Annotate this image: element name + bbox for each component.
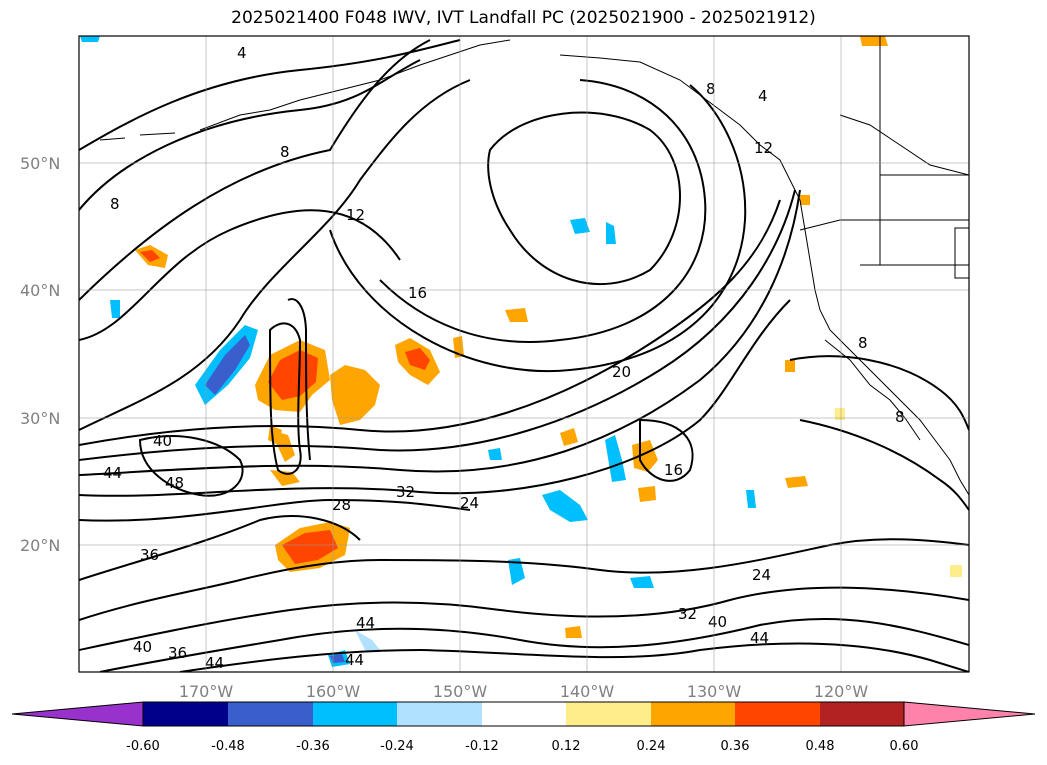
- contour-label: 8: [706, 80, 716, 98]
- contour-label: 4: [758, 87, 768, 105]
- contour-label: 12: [346, 206, 365, 224]
- lon-label: 150°W: [433, 682, 488, 701]
- contour-label: 32: [678, 605, 697, 623]
- colorbar-segment: [566, 702, 651, 726]
- contour-label: 44: [345, 651, 364, 669]
- contour-label: 20: [612, 363, 631, 381]
- lat-label: 20°N: [20, 536, 60, 555]
- lat-axis: 50°N 40°N 30°N 20°N: [20, 154, 60, 555]
- colorbar-tick-label: 0.60: [890, 739, 919, 754]
- contour-label: 4: [237, 44, 247, 62]
- colorbar-tick-label: -0.48: [211, 739, 245, 754]
- colorbar-extend-low: [11, 701, 144, 727]
- contour-label: 12: [754, 139, 773, 157]
- contour-label: 44: [356, 614, 375, 632]
- contour-label: 44: [750, 629, 769, 647]
- contour-label: 36: [140, 546, 159, 564]
- colorbar-tick-label: 0.24: [637, 739, 666, 754]
- contour-label: 24: [752, 566, 771, 584]
- contour-label: 44: [205, 654, 224, 672]
- contour-label: 8: [895, 408, 905, 426]
- colorbar-segment: [820, 702, 904, 726]
- colorbar-tick-label: -0.36: [296, 739, 330, 754]
- colorbar-tick-label: 0.48: [806, 739, 835, 754]
- lon-axis: 170°W 160°W 150°W 140°W 130°W 120°W: [179, 682, 869, 701]
- map-frame: [78, 35, 970, 673]
- lon-label: 170°W: [179, 682, 234, 701]
- contour-label: 16: [408, 284, 427, 302]
- colorbar-tick-label: -0.24: [380, 739, 414, 754]
- colorbar-segment: [482, 702, 566, 726]
- lon-label: 140°W: [560, 682, 615, 701]
- contour-label: 24: [460, 494, 479, 512]
- contour-label: 48: [165, 474, 184, 492]
- colorbar-tick-label: -0.60: [126, 739, 160, 754]
- colorbar-tick-label: 0.12: [552, 739, 581, 754]
- lat-label: 30°N: [20, 409, 60, 428]
- contour-label: 36: [168, 644, 187, 662]
- contour-label: 32: [396, 483, 415, 501]
- gridlines: [79, 36, 969, 672]
- contour-labels: 4 4 8 8 8 12 12 16 16 8 8 20 24 24 28 32…: [103, 44, 905, 672]
- colorbar-segment: [397, 702, 482, 726]
- lat-label: 40°N: [20, 281, 60, 300]
- colorbar-extend-high: [903, 701, 1036, 727]
- iwv-contours: [79, 39, 969, 672]
- lon-label: 130°W: [687, 682, 742, 701]
- contour-label: 44: [103, 464, 122, 482]
- lon-label: 160°W: [306, 682, 361, 701]
- colorbar-segment: [143, 702, 228, 726]
- colorbar-tick-label: 0.36: [721, 739, 750, 754]
- contour-label: 40: [153, 432, 172, 450]
- colorbar-segment: [651, 702, 735, 726]
- contour-label: 40: [708, 613, 727, 631]
- contour-label: 16: [664, 461, 683, 479]
- contour-label: 8: [280, 143, 290, 161]
- lon-label: 120°W: [814, 682, 869, 701]
- contour-label: 8: [110, 195, 120, 213]
- map-title: 2025021400 F048 IWV, IVT Landfall PC (20…: [231, 8, 816, 28]
- colorbar-segment: [228, 702, 313, 726]
- colorbar-ticks: -0.60 -0.48 -0.36 -0.24 -0.12 0.12 0.24 …: [126, 739, 918, 754]
- colorbar-segment: [313, 702, 397, 726]
- contour-label: 28: [332, 496, 351, 514]
- contour-label: 40: [133, 638, 152, 656]
- colorbar-tick-label: -0.12: [465, 739, 499, 754]
- colorbar: -0.60 -0.48 -0.36 -0.24 -0.12 0.12 0.24 …: [11, 701, 1036, 754]
- lat-label: 50°N: [20, 154, 60, 173]
- contour-label: 8: [858, 334, 868, 352]
- coastlines: [99, 36, 969, 496]
- colorbar-segment: [735, 702, 820, 726]
